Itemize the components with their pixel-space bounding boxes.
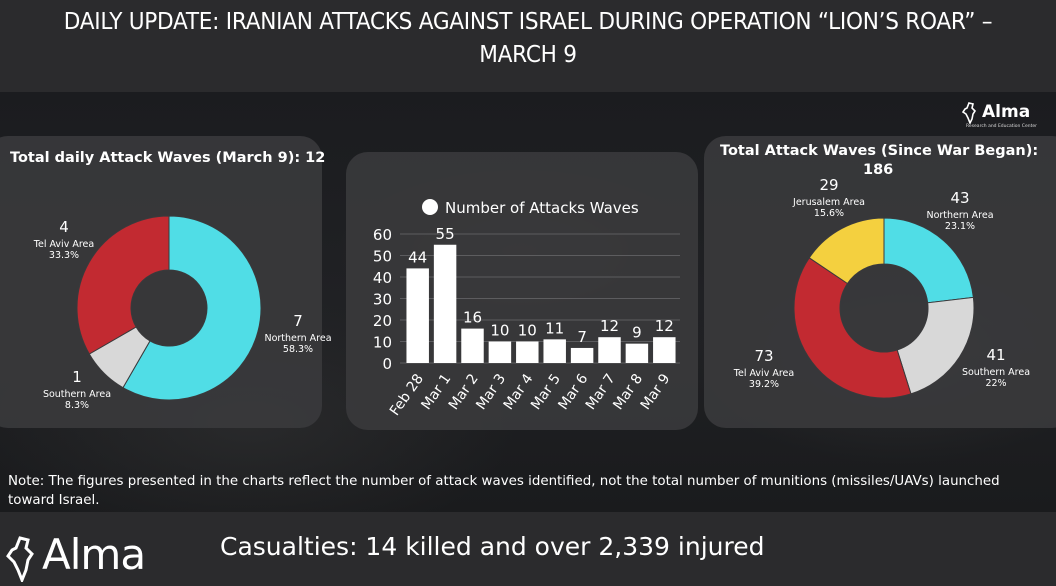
waves-bar-chart: Number of Attacks Waves 0 10 20 30 40 50 60 44 Fe…	[373, 199, 680, 419]
y-tick-label: 40	[373, 269, 392, 287]
chart-note: Note: The figures presented in the chart…	[8, 474, 1000, 508]
slice-label: Jerusalem Area	[792, 197, 865, 208]
donut-slice-northern-area	[883, 217, 974, 304]
total-chart-title: Total Attack Waves (Since War Began):	[720, 143, 1039, 159]
donut-slice-northern-area	[122, 215, 262, 401]
bar-value-label: 12	[600, 317, 619, 335]
slice-value: 1	[72, 368, 82, 386]
casualties-summary: Casualties: 14 killed and over 2,339 inj…	[220, 532, 765, 561]
slice-value: 43	[950, 189, 969, 207]
legend-label: Number of Attacks Waves	[445, 199, 639, 217]
page-title: DAILY UPDATE: IRANIAN ATTACKS AGAINST IS…	[63, 9, 993, 68]
brand-logo-top: Alma Research and Education Center	[960, 102, 1046, 132]
daily-chart-title: Total daily Attack Waves (March 9): 12	[10, 150, 326, 166]
bar-mar-9	[653, 337, 676, 363]
bar-mar-1	[433, 244, 457, 363]
y-tick-label: 0	[382, 355, 392, 373]
slice-label: Tel Aviv Area	[33, 239, 94, 250]
total-chart-count: 186	[863, 162, 894, 178]
footer-band	[0, 512, 1056, 586]
bar-value-label: 44	[408, 248, 427, 266]
bar-mar-3	[488, 341, 512, 363]
bar-mar-6	[570, 347, 594, 363]
y-tick-label: 60	[373, 226, 392, 244]
slice-percent: 22%	[985, 378, 1006, 389]
y-tick-label: 10	[373, 334, 392, 352]
slice-label: Northern Area	[264, 333, 331, 344]
bar-mar-5	[543, 339, 566, 363]
bar-value-label: 11	[545, 319, 564, 337]
waves-bar-panel	[346, 152, 698, 430]
slice-percent: 23.1%	[945, 221, 975, 232]
donut-slice-tel-aviv-area	[793, 257, 912, 399]
donut-slice-southern-area	[896, 296, 975, 395]
brand-name: Alma	[982, 102, 1031, 122]
bar-mar-8	[625, 343, 649, 363]
legend-marker	[422, 199, 438, 215]
slice-percent: 8.3%	[65, 400, 89, 411]
brand-name: Alma	[42, 530, 146, 579]
bar-mar-2	[461, 328, 484, 363]
slice-percent: 39.2%	[749, 379, 779, 390]
slice-label: Tel Aviv Area	[733, 368, 794, 379]
israel-map-icon	[961, 102, 977, 124]
x-tick-label: Mar 9	[638, 371, 674, 413]
slice-percent: 58.3%	[283, 344, 313, 355]
slice-percent: 15.6%	[814, 208, 844, 219]
slice-percent: 33.3%	[49, 250, 79, 261]
bar-value-label: 55	[436, 225, 455, 243]
slice-value: 73	[754, 347, 773, 365]
bar-mar-4	[516, 341, 539, 363]
slice-value: 41	[986, 346, 1005, 364]
y-tick-label: 30	[373, 291, 392, 309]
donut-slice-tel-aviv-area	[76, 215, 170, 355]
bar-mar-7	[598, 337, 621, 363]
slice-value: 4	[59, 218, 69, 236]
donut-slice-jerusalem-area	[808, 217, 885, 285]
bar-value-label: 10	[518, 322, 537, 340]
bar-value-label: 10	[490, 322, 509, 340]
slice-label: Southern Area	[962, 367, 1030, 378]
slice-label: Southern Area	[43, 389, 111, 400]
header-band	[0, 0, 1056, 92]
bar-value-label: 9	[632, 324, 642, 342]
y-tick-label: 20	[373, 312, 392, 330]
bar-feb-28	[406, 268, 429, 363]
israel-map-icon	[6, 536, 34, 582]
slice-value: 29	[819, 176, 838, 194]
brand-logo-bottom: Alma	[4, 530, 174, 584]
brand-subtitle: Research and Education Center	[966, 124, 1037, 129]
slice-label: Northern Area	[926, 210, 993, 221]
x-tick-label: Feb 28	[387, 371, 427, 419]
y-tick-label: 50	[373, 248, 392, 266]
bar-value-label: 12	[655, 317, 674, 335]
bar-value-label: 7	[577, 328, 587, 346]
bar-value-label: 16	[463, 309, 482, 327]
slice-value: 7	[293, 312, 303, 330]
